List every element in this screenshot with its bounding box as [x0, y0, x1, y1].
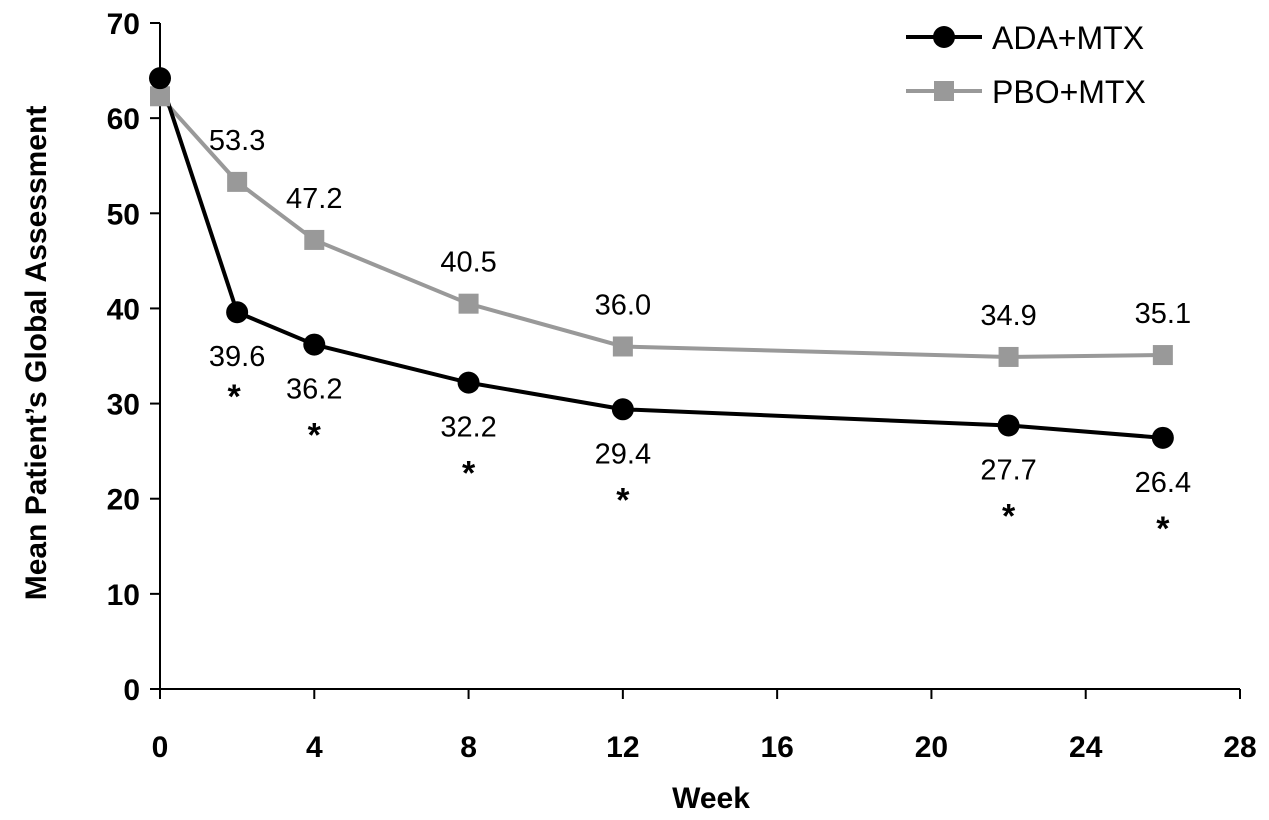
x-tick-label: 24 — [1069, 731, 1103, 764]
axes: 0 10 20 30 40 50 60 70 0 4 8 12 16 20 24 28 — [107, 8, 1257, 764]
x-tick-label: 4 — [306, 731, 323, 764]
y-tick-label: 20 — [107, 484, 140, 517]
x-axis-title: Week — [672, 782, 750, 815]
significance-marker: * — [308, 417, 322, 455]
data-point-ada-mtx — [226, 301, 249, 324]
data-point-ada-mtx — [997, 414, 1020, 437]
data-point-ada-mtx — [1151, 426, 1174, 449]
data-point-ada-mtx — [457, 371, 480, 394]
significance-marker: * — [1002, 497, 1016, 535]
y-tick-label: 60 — [107, 103, 140, 136]
legend-label-ada-mtx: ADA+MTX — [992, 20, 1144, 56]
data-label-ada-mtx: 39.6 — [209, 341, 265, 373]
data-label-ada-mtx: 32.2 — [440, 412, 496, 444]
legend-marker-pbo-mtx — [934, 81, 954, 101]
significance-marker: * — [228, 378, 242, 416]
data-point-ada-mtx — [303, 333, 326, 356]
y-tick-label: 10 — [107, 579, 140, 612]
data-markers — [149, 67, 1174, 449]
data-point-pbo-mtx — [612, 336, 633, 357]
y-tick-label: 30 — [107, 389, 140, 422]
significance-marker: * — [462, 455, 476, 493]
data-point-pbo-mtx — [227, 171, 248, 192]
x-tick-label: 8 — [460, 731, 477, 764]
x-tick-label: 16 — [760, 731, 793, 764]
x-tick-label: 20 — [915, 731, 948, 764]
significance-marker: * — [616, 481, 630, 519]
data-point-ada-mtx — [149, 67, 171, 90]
x-tick-label: 12 — [606, 731, 639, 764]
data-point-pbo-mtx — [458, 293, 479, 314]
data-label-ada-mtx: 26.4 — [1135, 467, 1191, 499]
data-point-pbo-mtx — [1152, 345, 1173, 366]
y-tick-label: 70 — [107, 8, 140, 41]
data-label-pbo-mtx: 36.0 — [595, 289, 651, 321]
y-tick-label: 40 — [107, 293, 140, 326]
x-tick-label: 0 — [152, 731, 169, 764]
legend: ADA+MTX PBO+MTX — [906, 20, 1146, 110]
data-label-ada-mtx: 29.4 — [595, 438, 651, 470]
data-label-pbo-mtx: 35.1 — [1135, 298, 1191, 330]
y-axis-title: Mean Patient’s Global Assessment — [20, 106, 53, 601]
y-tick-label: 0 — [123, 674, 140, 707]
data-point-ada-mtx — [611, 398, 634, 421]
data-label-pbo-mtx: 40.5 — [440, 247, 496, 279]
legend-label-pbo-mtx: PBO+MTX — [992, 74, 1146, 110]
data-point-pbo-mtx — [998, 346, 1019, 367]
data-point-pbo-mtx — [150, 86, 170, 107]
data-label-pbo-mtx: 53.3 — [209, 125, 265, 157]
data-point-pbo-mtx — [304, 229, 325, 250]
data-label-pbo-mtx: 47.2 — [286, 183, 342, 215]
data-labels: 53.3 47.2 40.5 36.0 34.9 35.1 39.6 * 36.2 * 32.2 * 2… — [209, 125, 1191, 548]
data-label-ada-mtx: 36.2 — [286, 374, 342, 406]
significance-marker: * — [1156, 510, 1170, 548]
y-tick-label: 50 — [107, 198, 140, 231]
data-label-pbo-mtx: 34.9 — [980, 300, 1036, 332]
x-tick-label: 28 — [1223, 731, 1256, 764]
data-label-ada-mtx: 27.7 — [980, 454, 1036, 486]
legend-marker-ada-mtx — [933, 26, 955, 48]
